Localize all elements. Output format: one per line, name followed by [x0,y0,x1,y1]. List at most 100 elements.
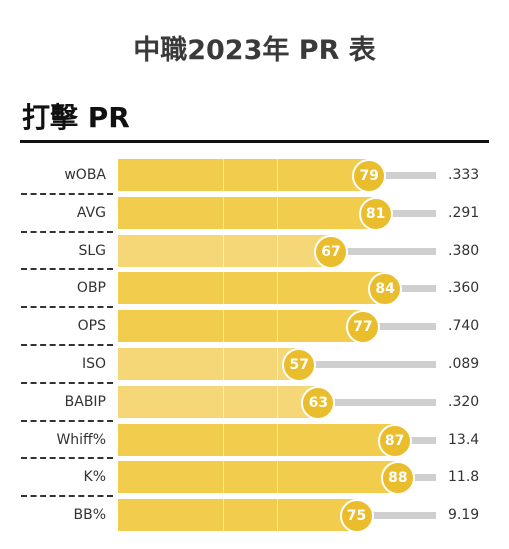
pr-bar [118,234,332,267]
pr-row: AVG 81 .291 [0,192,509,232]
stat-value: .320 [448,393,480,410]
pr-value-badge: 79 [352,159,387,193]
pr-bar [118,461,398,494]
bar-track: 77 [118,310,436,345]
pr-row: K% 88 11.8 [0,457,509,496]
pr-row: Whiff% 87 13.4 [0,419,509,459]
bar-remainder [389,209,436,217]
stat-value: .089 [448,356,480,372]
bar-track: 81 [118,196,436,231]
gridline [222,499,224,532]
gridline [222,348,224,380]
pr-bar [118,159,370,191]
stat-value: .333 [448,167,480,183]
row-divider [21,306,113,309]
pr-bar [118,499,357,532]
pr-value-badge: 75 [339,499,374,534]
row-divider [21,419,113,422]
pr-row: SLG 67 .380 [0,230,509,270]
bar-remainder [370,512,436,520]
pr-bar [118,196,376,229]
row-divider [21,457,113,460]
bar-track: 67 [118,234,436,269]
gridline [277,499,278,532]
gridline [277,272,278,305]
bar-remainder [345,247,436,255]
gridline [277,234,278,267]
gridline [277,310,278,343]
section-divider [20,140,489,143]
stat-label: K% [83,469,106,486]
stat-label: BABIP [64,393,106,410]
gridline [277,461,278,494]
pr-value-badge: 84 [368,272,403,307]
stat-label: ISO [81,356,106,372]
bar-remainder [383,172,436,179]
pr-bar [118,385,319,418]
stat-label: wOBA [64,167,106,183]
stat-label: OBP [76,280,106,297]
pr-value-badge: 57 [282,348,317,382]
pr-value-badge: 81 [358,196,393,231]
gridline [222,159,224,191]
stat-value: 11.8 [448,469,480,486]
bar-track: 63 [118,385,436,420]
row-divider [21,381,113,384]
row-divider [21,230,113,233]
section-title: 打擊 PR [22,101,130,134]
pr-value-badge: 87 [377,423,412,458]
gridline [222,310,224,343]
pr-bar [118,310,363,343]
page-title: 中職2023年 PR 表 [133,35,376,66]
bar-track: 88 [118,461,436,496]
gridline [222,272,224,305]
gridline [277,348,278,380]
bar-track: 75 [118,499,436,534]
bar-track: 79 [118,159,436,193]
stat-label: OPS [77,318,106,335]
bar-remainder [313,361,436,368]
pr-bar [118,272,386,305]
pr-row: ISO 57 .089 [0,344,509,383]
bar-track: 57 [118,348,436,382]
pr-bar [118,348,300,380]
pr-row: BABIP 63 .320 [0,381,509,421]
pr-bar [118,423,395,456]
stat-value: 9.19 [448,507,480,524]
pr-value-badge: 88 [380,461,415,496]
bar-remainder [376,323,436,331]
row-divider [21,192,113,195]
pr-row: BB% 75 9.19 [0,495,509,534]
gridline [222,461,224,494]
stat-label: AVG [76,204,106,221]
gridline [222,234,224,267]
stat-value: .380 [448,242,480,259]
gridline [222,196,224,229]
pr-row: OBP 84 .360 [0,268,509,307]
gridline [222,385,224,418]
stat-label: SLG [78,242,106,259]
pr-row: OPS 77 .740 [0,306,509,345]
stat-label: BB% [73,507,106,524]
stat-value: 13.4 [448,431,480,448]
stat-label: Whiff% [56,431,106,448]
bar-track: 87 [118,423,436,458]
row-divider [21,495,113,498]
pr-row: wOBA 79 .333 [0,156,509,194]
stat-value: .740 [448,318,480,335]
stat-value: .360 [448,280,480,297]
bar-track: 84 [118,272,436,307]
bar-remainder [408,436,436,444]
pr-value-badge: 77 [345,310,380,345]
bar-remainder [399,285,436,293]
gridline [277,385,278,418]
pr-value-badge: 63 [301,385,336,420]
row-divider [21,268,113,271]
gridline [277,196,278,229]
gridline [222,423,224,456]
pr-value-badge: 67 [314,234,349,269]
stat-value: .291 [448,204,480,221]
row-divider [21,344,113,346]
bar-remainder [332,398,436,406]
gridline [277,159,278,191]
